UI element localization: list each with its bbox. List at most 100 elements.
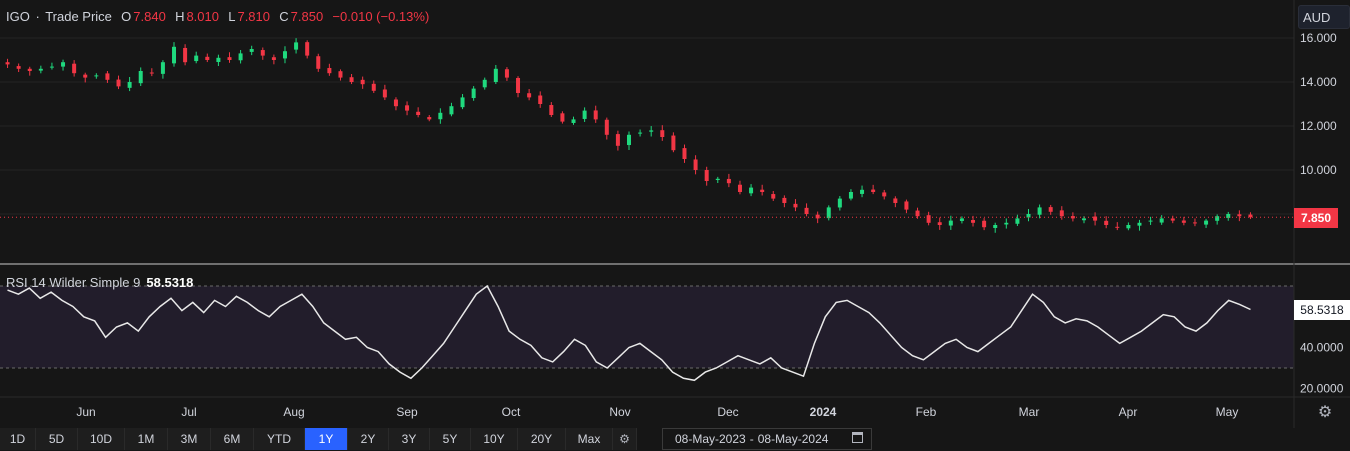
candle-body — [704, 169, 709, 181]
date-to[interactable]: 08-May-2024 — [757, 432, 829, 446]
candle-body — [27, 68, 32, 71]
candle-body — [427, 117, 432, 120]
candle-body — [604, 119, 609, 135]
gear-icon[interactable]: ⚙ — [613, 428, 637, 450]
candle-body — [405, 105, 410, 111]
range-button-5y[interactable]: 5Y — [430, 428, 471, 450]
candle-body — [504, 69, 509, 78]
candle-body — [116, 79, 121, 87]
range-button-6m[interactable]: 6M — [211, 428, 254, 450]
candle-body — [971, 220, 976, 223]
candle-body — [1093, 216, 1098, 221]
candle-body — [993, 225, 998, 228]
candle-body — [1104, 220, 1109, 225]
candle-body — [138, 71, 143, 84]
candle-body — [338, 71, 343, 78]
candle-body — [715, 178, 720, 181]
candle-body — [682, 148, 687, 159]
candle-body — [649, 130, 654, 132]
candle-body — [749, 187, 754, 194]
candle-body — [183, 47, 188, 63]
candle-body — [937, 222, 942, 225]
candle-body — [815, 214, 820, 219]
separator-dot: · — [35, 9, 40, 24]
candle-body — [826, 207, 831, 219]
candle-body — [737, 184, 742, 192]
range-button-1m[interactable]: 1M — [125, 428, 168, 450]
candle-body — [982, 220, 987, 228]
candle-body — [593, 110, 598, 120]
price-axis: 16.000 14.000 12.000 10.000 — [1300, 31, 1337, 177]
range-button-1y[interactable]: 1Y — [305, 428, 348, 450]
time-tick-label: Mar — [1019, 405, 1040, 419]
change-value: −0.010 (−0.13%) — [332, 9, 430, 24]
calendar-icon[interactable] — [852, 432, 863, 443]
candle-body — [1215, 216, 1220, 221]
candle-body — [1237, 214, 1242, 217]
time-tick-label: Apr — [1119, 405, 1138, 419]
candle-body — [516, 77, 521, 93]
range-button-10d[interactable]: 10D — [78, 428, 125, 450]
candle-body — [16, 66, 21, 69]
range-button-10y[interactable]: 10Y — [471, 428, 518, 450]
candle-body — [1248, 214, 1253, 218]
candle-body — [460, 97, 465, 108]
candle-body — [5, 62, 10, 65]
low-label: L — [228, 9, 236, 24]
range-button-2y[interactable]: 2Y — [348, 428, 389, 450]
candle-body — [205, 56, 210, 60]
rsi-legend: RSI 14 Wilder Simple 9 58.5318 — [6, 275, 193, 290]
price-tick-label: 14.000 — [1300, 75, 1337, 89]
range-button-5d[interactable]: 5D — [36, 428, 78, 450]
range-button-1d[interactable]: 1D — [0, 428, 36, 450]
candle-body — [305, 42, 310, 56]
candle-body — [527, 93, 532, 98]
rsi-band — [0, 286, 1294, 368]
date-from[interactable]: 08-May-2023 — [675, 432, 746, 446]
candle-body — [860, 189, 865, 194]
candle-body — [1137, 222, 1142, 226]
range-button-3m[interactable]: 3M — [168, 428, 211, 450]
candle-body — [837, 198, 842, 208]
candle-body — [848, 192, 853, 199]
candle-body — [382, 89, 387, 98]
candle-body — [49, 66, 54, 68]
candle-body — [638, 132, 643, 134]
candle-body — [216, 57, 221, 62]
candle-body — [94, 75, 99, 77]
candle-body — [1081, 218, 1086, 221]
range-button-max[interactable]: Max — [566, 428, 613, 450]
candle-body — [871, 189, 876, 192]
candle-body — [471, 88, 476, 99]
currency-selector[interactable]: AUD — [1298, 5, 1350, 29]
symbol[interactable]: IGO — [6, 9, 30, 24]
candle-body — [493, 68, 498, 82]
range-button-20y[interactable]: 20Y — [518, 428, 566, 450]
rsi-tick-label: 40.0000 — [1300, 341, 1344, 355]
candle-body — [1148, 220, 1153, 222]
close-value: 7.850 — [290, 9, 324, 24]
gear-icon[interactable]: ⚙ — [1317, 404, 1333, 421]
candle-body — [1159, 218, 1164, 223]
candle-body — [948, 220, 953, 226]
candle-body — [1059, 210, 1064, 217]
range-toolbar: 1D 5D 10D 1M 3M 6M YTD 1Y 2Y 3Y 5Y 10Y 20Y Max ⚙ — [0, 428, 637, 451]
rsi-label[interactable]: RSI 14 Wilder Simple 9 — [6, 275, 141, 290]
candle-body — [926, 215, 931, 223]
time-tick-label: Dec — [717, 405, 738, 419]
candle-body — [671, 135, 676, 151]
candle-body — [726, 178, 731, 184]
candle-body — [1026, 214, 1031, 218]
candle-body — [349, 77, 354, 82]
candle-body — [282, 51, 287, 59]
candle-body — [249, 49, 254, 52]
date-range-picker[interactable]: 08-May-2023-08-May-2024 — [662, 428, 872, 450]
candle-body — [804, 207, 809, 214]
open-value: 7.840 — [133, 9, 166, 24]
candle-body — [1048, 207, 1053, 212]
range-button-ytd[interactable]: YTD — [254, 428, 305, 450]
range-button-3y[interactable]: 3Y — [389, 428, 430, 450]
rsi-value-tag: 58.5318 — [1294, 300, 1350, 320]
candle-body — [793, 203, 798, 208]
